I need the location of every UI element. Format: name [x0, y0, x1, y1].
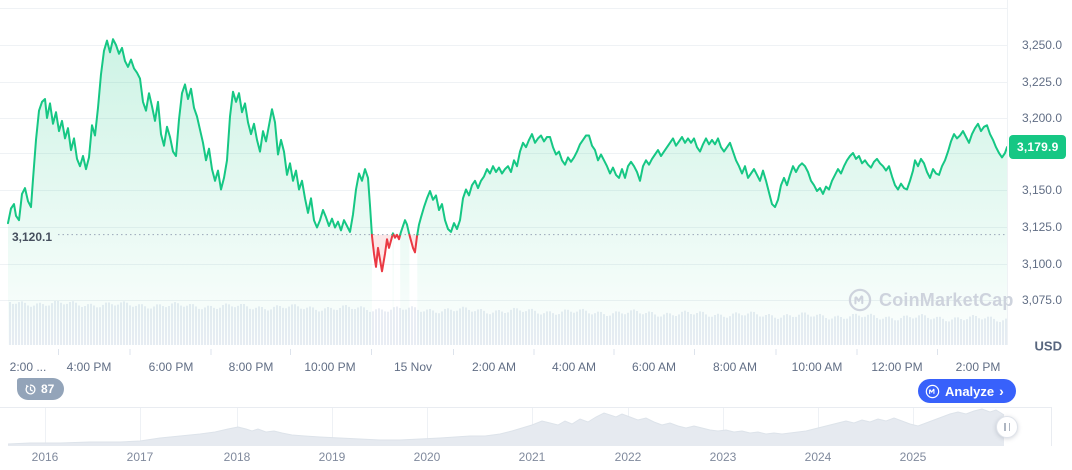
analyze-button[interactable]: Analyze ›: [918, 379, 1016, 403]
y-axis-label: 3,225.0: [1021, 75, 1062, 89]
x-axis-label: 10:00 PM: [304, 360, 356, 374]
x-axis-label: 6:00 PM: [148, 360, 194, 374]
analyze-label: Analyze: [945, 383, 995, 399]
cmc-logo-icon: [925, 384, 940, 399]
x-axis-label: 12:00 PM: [871, 360, 923, 374]
navigator-year-label: 2016: [31, 450, 59, 464]
navigator-year-label: 2025: [899, 450, 927, 464]
navigator-year-label: 2022: [614, 450, 642, 464]
navigator-handle[interactable]: [996, 416, 1018, 438]
navigator-year-label: 2024: [804, 450, 832, 464]
navigator-year-label: 2017: [126, 450, 154, 464]
y-axis-label: 3,250.0: [1021, 38, 1062, 52]
x-axis-label: 2:00 AM: [471, 360, 517, 374]
y-axis-label: 3,125.0: [1021, 220, 1062, 234]
watermark: CoinMarketCap: [848, 288, 1014, 312]
history-count: 87: [41, 382, 55, 396]
watermark-text: CoinMarketCap: [879, 289, 1014, 310]
navigator-year-label: 2018: [223, 450, 251, 464]
y-axis-label: 3,100.0: [1021, 257, 1062, 271]
y-axis-unit: USD: [1034, 338, 1062, 354]
history-clock-icon: [24, 383, 37, 396]
y-axis-label: 3,200.0: [1021, 111, 1062, 125]
x-axis-label: 8:00 PM: [228, 360, 274, 374]
x-axis-label: 2:00 PM: [955, 360, 1001, 374]
x-axis-label: 10:00 AM: [791, 360, 843, 374]
y-axis-label: 3,150.0: [1021, 183, 1062, 197]
navigator-year-label: 2021: [518, 450, 546, 464]
x-axis-label: 15 Nov: [393, 360, 433, 374]
x-axis-label: 8:00 AM: [712, 360, 758, 374]
threshold-price-label: 3,120.1: [12, 230, 53, 244]
x-axis-label: 4:00 PM: [66, 360, 112, 374]
history-count-badge[interactable]: 87: [17, 378, 65, 400]
x-axis-label: 6:00 AM: [631, 360, 677, 374]
x-axis-label: 2:00 ...: [9, 360, 47, 374]
current-price-badge: 3,179.9: [1009, 135, 1067, 159]
chevron-right-icon: ›: [999, 383, 1004, 399]
navigator-year-label: 2019: [318, 450, 346, 464]
cmc-watermark-logo-icon: [848, 288, 872, 312]
navigator-year-label: 2023: [709, 450, 737, 464]
y-axis-label: 3,075.0: [1021, 293, 1062, 307]
x-axis-label: 4:00 AM: [551, 360, 597, 374]
navigator-year-label: 2020: [413, 450, 441, 464]
